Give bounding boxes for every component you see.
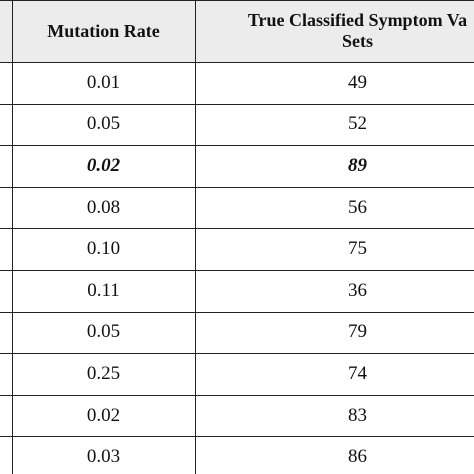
header-cell: True Classified Symptom Va Sets: [195, 0, 474, 62]
rule: [0, 353, 474, 355]
header-text: True Classified Symptom Va: [247, 10, 468, 31]
rule: [0, 103, 474, 105]
rule: [0, 394, 474, 396]
table-cell: 0.01: [86, 71, 121, 93]
table-cell: 0.05: [86, 321, 121, 343]
table-cell: 0.10: [86, 238, 121, 260]
rule: [0, 436, 474, 438]
table-cell: 86: [348, 446, 367, 468]
table-cell: 49: [348, 71, 367, 93]
table-cell: 52: [348, 113, 367, 135]
rule: [0, 270, 474, 271]
table-cell: 0.05: [86, 113, 121, 135]
header-text: Mutation Rate: [47, 20, 160, 41]
rule: [195, 0, 196, 474]
rule: [0, 62, 474, 63]
table-cell: 0.11: [87, 279, 120, 301]
header-text: Sets: [342, 31, 373, 51]
rule: [0, 0, 474, 1]
header-cell: [0, 0, 12, 62]
table-cell: 0.08: [86, 196, 121, 218]
table-cell: 0.02: [86, 404, 121, 426]
table-cell: 83: [348, 404, 367, 426]
table-cell: 75: [348, 238, 367, 260]
rule: [0, 145, 474, 147]
table-cell: 79: [348, 321, 367, 343]
header-cell: Mutation Rate: [12, 0, 195, 62]
rule: [12, 0, 13, 474]
table-cell: 56: [348, 196, 367, 218]
table-cell: 36: [348, 279, 367, 301]
table-cell: 74: [348, 363, 367, 385]
table-cell: 0.03: [86, 446, 121, 468]
rule: [0, 228, 474, 230]
rule: [0, 311, 474, 313]
table-cell: 0.25: [86, 363, 121, 385]
table-cell: 89: [348, 155, 367, 177]
table-cell: 0.02: [86, 155, 121, 177]
rule: [0, 186, 474, 188]
